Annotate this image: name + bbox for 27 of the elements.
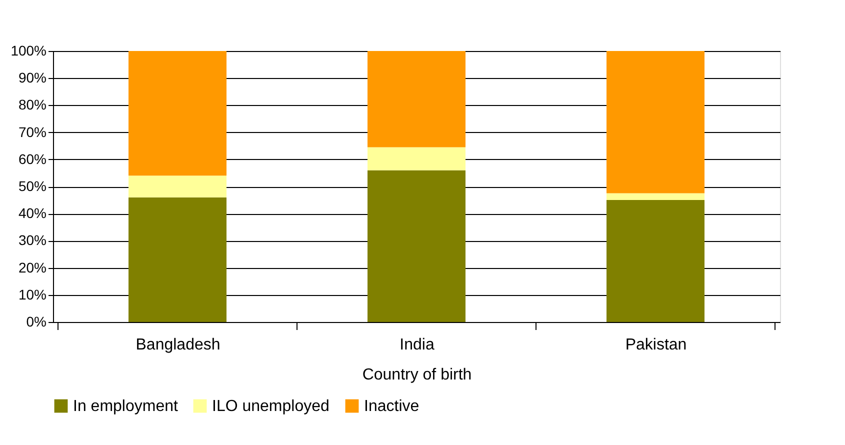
bar [368, 170, 466, 322]
y-tick-label: 100% [10, 42, 46, 58]
bar [128, 51, 226, 176]
y-tick-label: 30% [18, 232, 46, 248]
y-tick-label: 70% [18, 124, 46, 140]
legend-label: In employment [73, 398, 178, 415]
y-tick-label: 80% [18, 96, 46, 113]
x-tick-label: Pakistan [625, 336, 687, 354]
x-tick-label: Bangladesh [136, 336, 220, 354]
x-axis-title: Country of birth [362, 366, 472, 384]
y-tick-label: 20% [18, 259, 46, 276]
bar [368, 147, 466, 170]
y-tick-label: 60% [18, 150, 46, 167]
bar [606, 51, 704, 194]
bar [128, 197, 226, 322]
x-tick-label: India [400, 336, 434, 354]
y-tick-label: 90% [18, 70, 46, 86]
bar [128, 176, 226, 198]
y-tick-label: 50% [18, 178, 46, 194]
y-tick-label: 10% [18, 286, 46, 302]
bar [606, 200, 704, 322]
y-tick-label: 0% [26, 314, 46, 330]
y-tick-label: 40% [18, 205, 46, 222]
bar [368, 51, 466, 148]
legend-label: ILO unemployed [212, 398, 330, 415]
legend-label: Inactive [364, 398, 420, 415]
bar [606, 193, 704, 200]
